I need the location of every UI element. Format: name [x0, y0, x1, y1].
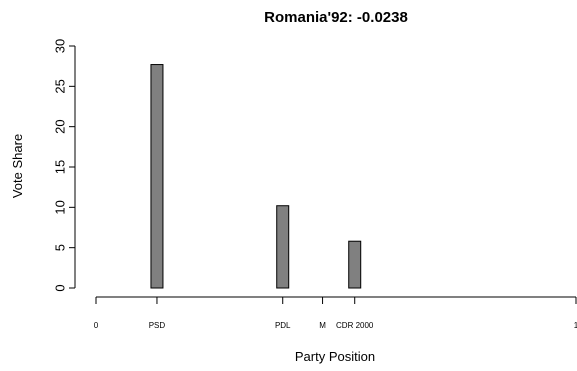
y-tick-label: 30 — [53, 39, 68, 53]
x-tick-label: PSD — [149, 321, 166, 330]
x-tick-label: CDR 2000 — [336, 321, 374, 330]
y-tick-label: 10 — [53, 200, 68, 214]
y-axis-label: Vote Share — [10, 134, 25, 198]
y-tick-label: 0 — [53, 284, 68, 291]
bar-pdl — [276, 205, 290, 289]
y-tick-label: 25 — [53, 79, 68, 93]
y-tick-label: 20 — [53, 119, 68, 133]
bars — [150, 64, 362, 289]
bar-psd — [150, 64, 164, 289]
x-tick-label: M — [319, 321, 326, 330]
x-tick-label: 1 — [574, 321, 577, 330]
y-tick-label: 15 — [53, 160, 68, 174]
x-axis-label: Party Position — [295, 349, 375, 364]
chart-title: Romania'92: -0.0238 — [264, 9, 408, 26]
x-axis: 0 PSD PDL M CDR 2000 1 — [94, 296, 577, 330]
x-tick-label: 0 — [94, 321, 99, 330]
y-tick-label: 5 — [53, 244, 68, 251]
x-tick-label: PDL — [275, 321, 291, 330]
y-axis: 0 5 10 15 20 25 30 — [53, 39, 76, 292]
bar-cdr-2000 — [348, 240, 362, 289]
